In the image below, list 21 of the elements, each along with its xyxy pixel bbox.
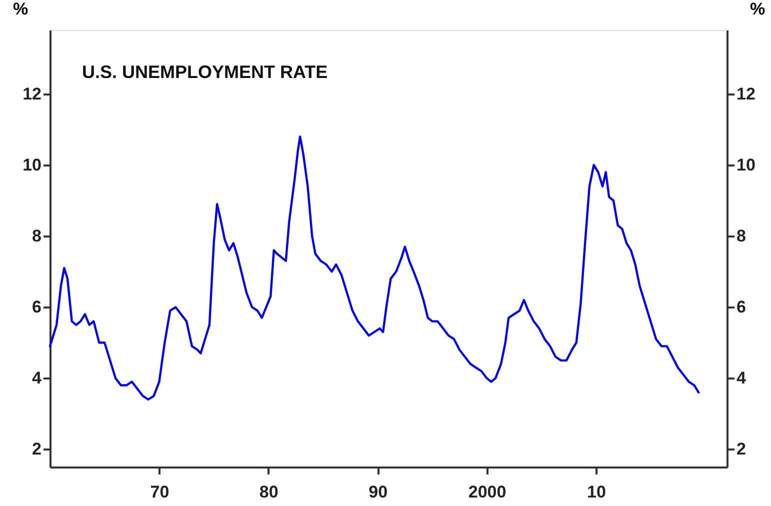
y-tick-label: 6 bbox=[32, 298, 42, 317]
y-tick-label: 4 bbox=[32, 368, 42, 388]
x-tick-label: 2000 bbox=[468, 482, 506, 502]
line-series bbox=[48, 135, 700, 401]
y2-tick-label: 8 bbox=[736, 226, 746, 246]
x-tick-label: 90 bbox=[368, 482, 388, 502]
y2-axis-title: % bbox=[750, 0, 766, 18]
y2-tick-label: 12 bbox=[736, 84, 756, 104]
y-axis-title: % bbox=[12, 0, 28, 18]
y-tick-label: 2 bbox=[32, 440, 42, 459]
y-tick-label: 8 bbox=[32, 226, 42, 246]
y2-tick-label: 6 bbox=[736, 298, 746, 317]
y2-tick-label: 10 bbox=[736, 156, 756, 175]
y-tick-label: 12 bbox=[22, 84, 42, 104]
x-tick-label: 70 bbox=[150, 482, 170, 502]
y-tick-label: 10 bbox=[22, 156, 42, 175]
y2-tick-label: 2 bbox=[736, 440, 746, 459]
x-tick-label: 10 bbox=[587, 482, 606, 502]
text: U.S. UNEMPLOYMENT RATE bbox=[82, 62, 328, 82]
y2-tick-label: 4 bbox=[736, 368, 746, 388]
x-tick-label: 80 bbox=[259, 482, 278, 502]
